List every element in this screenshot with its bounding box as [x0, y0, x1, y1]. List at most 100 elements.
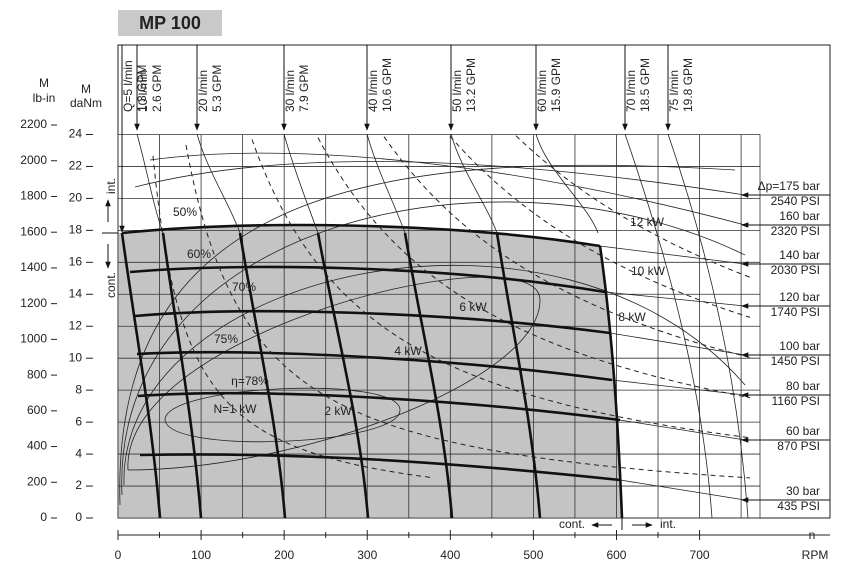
efficiency-label: 70%: [232, 280, 256, 294]
power-curve: [383, 136, 751, 358]
x-tick-label: 400: [440, 548, 460, 562]
y2-axis-label: lb-in: [33, 91, 56, 105]
pressure-label: 1450 PSI: [771, 354, 820, 368]
curves: [119, 133, 751, 519]
pressure-label: 1740 PSI: [771, 305, 820, 319]
y-tick-label: 22: [69, 159, 83, 173]
y2-tick-label: 200: [27, 474, 47, 488]
flow-label: 20 l/min: [196, 70, 210, 112]
flow-label: 10.6 GPM: [380, 58, 394, 112]
pressure-label: 120 bar: [779, 290, 820, 304]
flow-label: 50 l/min: [450, 70, 464, 112]
x-tick-label: 600: [606, 548, 626, 562]
y2-tick-label: 600: [27, 403, 47, 417]
flow-label: 13.2 GPM: [464, 58, 478, 112]
torque-curve: [139, 453, 621, 482]
flow-label: 10 l/min: [136, 70, 150, 112]
zone-label: cont.: [104, 272, 118, 298]
pressure-label: 30 bar: [786, 484, 820, 498]
y-axis-label: M: [81, 82, 91, 96]
chart-title: MP 100: [139, 13, 201, 33]
y-tick-label: 14: [69, 286, 83, 300]
flow-line: [136, 133, 164, 234]
flow-label: 1.3 GPM: [135, 65, 149, 112]
flow-line: [667, 133, 749, 519]
pressure-label: 80 bar: [786, 379, 820, 393]
pressure-line: [609, 332, 746, 356]
flow-label: Q=5 l/min: [121, 60, 135, 112]
y2-tick-label: 400: [27, 439, 47, 453]
flow-label: 30 l/min: [283, 70, 297, 112]
torque-curve: [137, 391, 621, 422]
flow-line: [535, 133, 599, 234]
power-label: 10 kW: [631, 264, 666, 278]
power-label: 12 kW: [630, 215, 665, 229]
flow-line: [196, 133, 241, 234]
zone-label: cont.: [559, 517, 585, 531]
flow-line: [238, 232, 287, 519]
power-label: 4 kW: [394, 344, 422, 358]
y2-tick-label: 1600: [20, 224, 47, 238]
y2-tick-label: 2200: [20, 117, 47, 131]
flow-label: 5.3 GPM: [210, 65, 224, 112]
y-tick-label: 2: [75, 478, 82, 492]
power-curve: [317, 137, 751, 399]
flow-label: 60 l/min: [535, 70, 549, 112]
pressure-label: 2030 PSI: [771, 263, 820, 277]
x-axis-label: RPM: [802, 548, 829, 562]
grid: [117, 134, 761, 519]
x-tick-label: 200: [274, 548, 294, 562]
pressure-line: [619, 479, 746, 501]
power-label: 8 kW: [618, 310, 646, 324]
x-tick-label: 0: [115, 548, 122, 562]
y2-tick-label: 1000: [20, 332, 47, 346]
flow-line: [366, 133, 406, 234]
x-tick-label: 500: [523, 548, 543, 562]
efficiency-label: η=78%: [231, 374, 269, 388]
y2-tick-label: 2000: [20, 153, 47, 167]
flow-label: 15.9 GPM: [549, 58, 563, 112]
y2-tick-label: 1800: [20, 189, 47, 203]
y-tick-label: 18: [69, 223, 83, 237]
flow-label: 70 l/min: [624, 70, 638, 112]
torque-curve: [136, 350, 613, 382]
efficiency-contour: [119, 164, 736, 506]
flow-line: [495, 232, 542, 519]
flow-label: 18.5 GPM: [638, 58, 652, 112]
pressure-label: 140 bar: [779, 248, 820, 262]
y-tick-label: 6: [75, 414, 82, 428]
flow-label: 7.9 GPM: [297, 65, 311, 112]
pressure-label: 435 PSI: [777, 499, 820, 513]
pressure-label: 2320 PSI: [771, 224, 820, 238]
torque-curve: [129, 265, 606, 294]
efficiency-label: 75%: [214, 332, 238, 346]
efficiency-contour: [164, 387, 401, 443]
power-curve: [152, 155, 433, 479]
y-tick-label: 8: [75, 382, 82, 396]
y-axis-label: daNm: [70, 96, 102, 110]
pressure-label: 1160 PSI: [772, 394, 820, 408]
pressure-line: [149, 152, 746, 226]
pressure-line: [619, 419, 746, 441]
y-tick-label: 4: [75, 446, 82, 460]
flow-line: [283, 133, 319, 234]
y2-tick-label: 1400: [20, 260, 47, 274]
zone-label: int.: [104, 178, 118, 194]
x-tick-label: 700: [690, 548, 710, 562]
continuous-limit: [598, 245, 624, 519]
pressure-label: 160 bar: [779, 209, 820, 223]
torque-curve: [121, 223, 601, 248]
pressure-line: [599, 245, 746, 265]
y-tick-label: 24: [69, 127, 83, 141]
y-tick-label: 10: [69, 350, 83, 364]
y-tick-label: 20: [69, 191, 83, 205]
flow-label: 2.6 GPM: [150, 65, 164, 112]
y-tick-label: 16: [69, 254, 83, 268]
y-tick-label: 0: [75, 510, 82, 524]
x-tick-label: 100: [191, 548, 211, 562]
continuous-zone: [118, 225, 622, 518]
flow-line: [450, 133, 498, 234]
flow-line: [624, 133, 713, 519]
x-tick-label: 300: [357, 548, 377, 562]
